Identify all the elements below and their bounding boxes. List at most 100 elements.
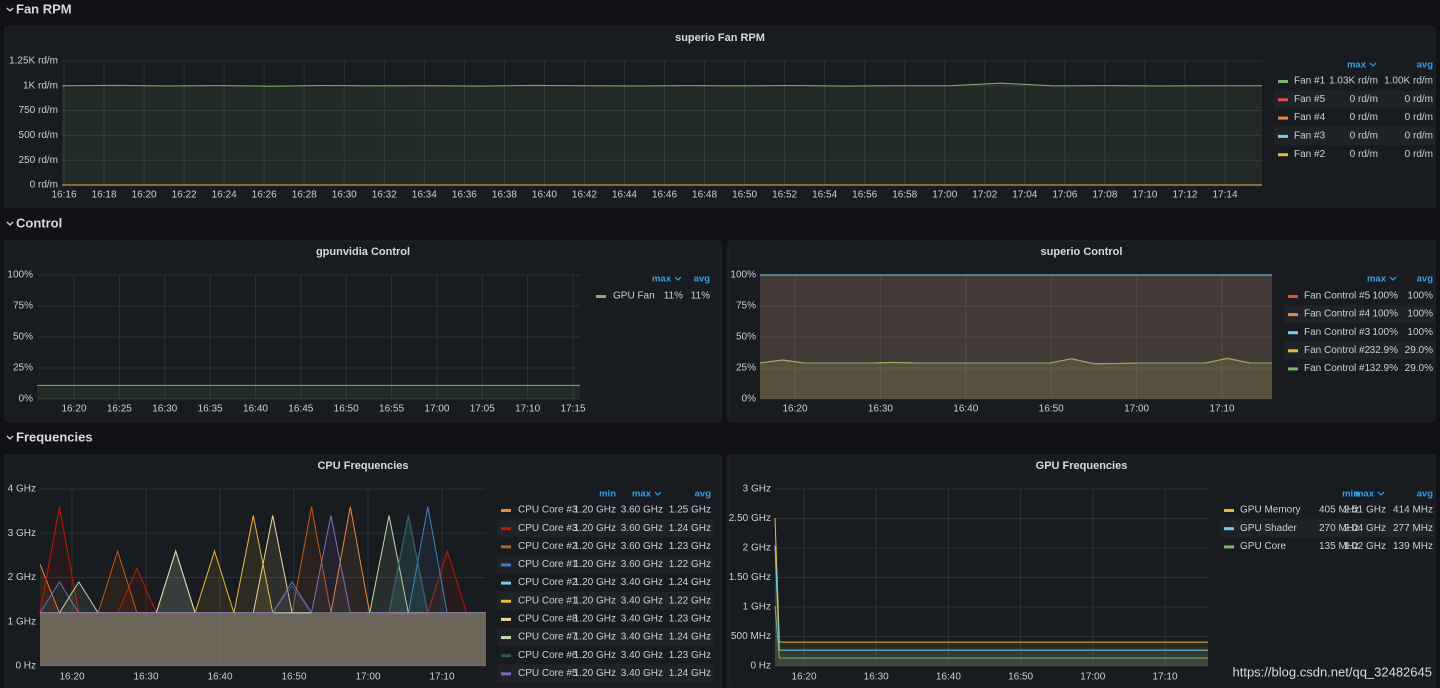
- x-tick-label: 17:00: [1080, 672, 1105, 683]
- legend-name[interactable]: Fan #2: [1294, 149, 1326, 160]
- row-chevron[interactable]: [6, 221, 14, 226]
- series-area: [40, 515, 486, 666]
- legend-name[interactable]: CPU Core #6: [518, 650, 578, 661]
- legend-stripe: [1284, 305, 1435, 324]
- y-tick-label: 750 rd/m: [19, 105, 58, 116]
- legend-name[interactable]: Fan #5: [1294, 94, 1326, 105]
- x-tick-label: 16:20: [61, 404, 86, 415]
- x-tick-label: 16:40: [243, 404, 268, 415]
- legend-header[interactable]: avg: [694, 274, 711, 285]
- y-tick-label: 1K rd/m: [23, 80, 58, 91]
- x-tick-label: 16:24: [212, 190, 237, 201]
- legend-value: 29.0%: [1405, 345, 1433, 356]
- x-tick-label: 17:15: [560, 404, 585, 415]
- legend-header[interactable]: avg: [1417, 274, 1434, 285]
- legend-value: 1.03K rd/m: [1329, 76, 1378, 87]
- legend-header[interactable]: max: [632, 489, 652, 500]
- legend-swatch: [1288, 349, 1298, 353]
- panel: gpunvidia Control 0% 25% 50% 75% 100% 16:20 16:…: [4, 240, 722, 422]
- legend-swatch: [501, 563, 511, 567]
- panel-title[interactable]: gpunvidia Control: [316, 246, 410, 258]
- legend-value: 0 rd/m: [1405, 131, 1433, 142]
- panel-title[interactable]: GPU Frequencies: [1036, 460, 1128, 472]
- y-tick-label: 2.50 GHz: [729, 513, 771, 524]
- sort-icon: [1377, 491, 1385, 496]
- series-line: [774, 545, 1208, 651]
- legend-swatch: [1278, 134, 1288, 138]
- legend-header[interactable]: avg: [1417, 489, 1434, 500]
- row-title[interactable]: Control: [16, 215, 62, 230]
- legend-swatch: [1288, 367, 1298, 371]
- legend-name[interactable]: Fan Control #2: [1304, 345, 1371, 356]
- legend-swatch: [501, 672, 511, 676]
- legend-value: 3.40 GHz: [621, 577, 663, 588]
- legend-name[interactable]: Fan #1: [1294, 76, 1326, 87]
- legend-value: 139 MHz: [1393, 541, 1433, 552]
- panel-title[interactable]: superio Control: [1041, 246, 1123, 258]
- legend-value: 100%: [1372, 291, 1398, 302]
- row-title[interactable]: Frequencies: [16, 429, 93, 444]
- legend-header[interactable]: max: [1355, 489, 1375, 500]
- x-tick-label: 16:20: [791, 672, 816, 683]
- panel-title[interactable]: superio Fan RPM: [675, 32, 765, 44]
- x-tick-label: 16:30: [868, 404, 893, 415]
- legend-value: 1.24 GHz: [669, 523, 711, 534]
- x-tick-label: 16:50: [334, 404, 359, 415]
- sort-icon: [1389, 276, 1397, 281]
- legend-name[interactable]: CPU Core #2: [518, 541, 578, 552]
- legend-name[interactable]: CPU Core #7: [518, 632, 578, 643]
- legend-value: 0 rd/m: [1350, 94, 1378, 105]
- legend-name[interactable]: Fan Control #4: [1304, 309, 1371, 320]
- legend-name[interactable]: GPU Fan: [613, 291, 655, 302]
- x-tick-label: 16:30: [864, 672, 889, 683]
- legend-name[interactable]: CPU Core #1: [518, 595, 578, 606]
- x-tick-label: 16:50: [1008, 672, 1033, 683]
- legend-header[interactable]: avg: [695, 489, 712, 500]
- legend-header[interactable]: max: [652, 274, 672, 285]
- legend-name[interactable]: Fan Control #3: [1304, 327, 1371, 338]
- legend-name[interactable]: CPU Core #5: [518, 668, 578, 679]
- row-chevron[interactable]: [6, 435, 14, 440]
- legend-name[interactable]: CPU Core #1: [518, 559, 578, 570]
- legend-header[interactable]: min: [599, 489, 616, 500]
- legend-name[interactable]: Fan #3: [1294, 131, 1326, 142]
- legend-name[interactable]: GPU Shader: [1240, 523, 1297, 534]
- x-tick-label: 16:40: [953, 404, 978, 415]
- series-area: [62, 83, 1262, 185]
- legend-swatch: [1224, 545, 1234, 549]
- row-chevron[interactable]: [6, 7, 14, 12]
- legend-name[interactable]: Fan Control #5: [1304, 291, 1371, 302]
- x-tick-label: 17:00: [355, 672, 380, 683]
- legend-name[interactable]: GPU Memory: [1240, 505, 1301, 516]
- legend-name[interactable]: GPU Core: [1240, 541, 1287, 552]
- legend-stripe: [497, 591, 713, 610]
- watermark: https://blog.csdn.net/qq_32482645: [1233, 664, 1433, 679]
- legend-swatch: [501, 654, 511, 658]
- legend-stripe: [1284, 341, 1435, 360]
- legend-name[interactable]: Fan #4: [1294, 112, 1326, 123]
- sort-icon: [654, 491, 662, 496]
- series-line: [774, 517, 1208, 643]
- legend-header[interactable]: min: [1342, 489, 1359, 500]
- legend-name[interactable]: CPU Core #3: [518, 523, 578, 534]
- row-title[interactable]: Fan RPM: [16, 1, 72, 16]
- legend-value: 1.20 GHz: [574, 632, 616, 643]
- x-tick-label: 16:34: [412, 190, 437, 201]
- legend-name[interactable]: Fan Control #1: [1304, 363, 1371, 374]
- panel-title[interactable]: CPU Frequencies: [317, 460, 408, 472]
- series-line: [61, 82, 1263, 87]
- legend-value: 3.40 GHz: [621, 614, 663, 625]
- legend-value: 3.60 GHz: [621, 523, 663, 534]
- legend-name[interactable]: CPU Core #2: [518, 577, 578, 588]
- legend-header[interactable]: avg: [1417, 60, 1434, 71]
- legend-header[interactable]: max: [1347, 60, 1367, 71]
- legend-value: 3.40 GHz: [621, 595, 663, 606]
- legend-stripe: [497, 627, 713, 647]
- legend-name[interactable]: CPU Core #8: [518, 614, 578, 625]
- x-tick-label: 17:10: [1132, 190, 1157, 201]
- legend-header[interactable]: max: [1367, 274, 1387, 285]
- legend-name[interactable]: CPU Core #3: [518, 505, 578, 516]
- series-area: [40, 506, 486, 666]
- x-tick-label: 17:00: [932, 190, 957, 201]
- legend-stripe: [497, 519, 713, 538]
